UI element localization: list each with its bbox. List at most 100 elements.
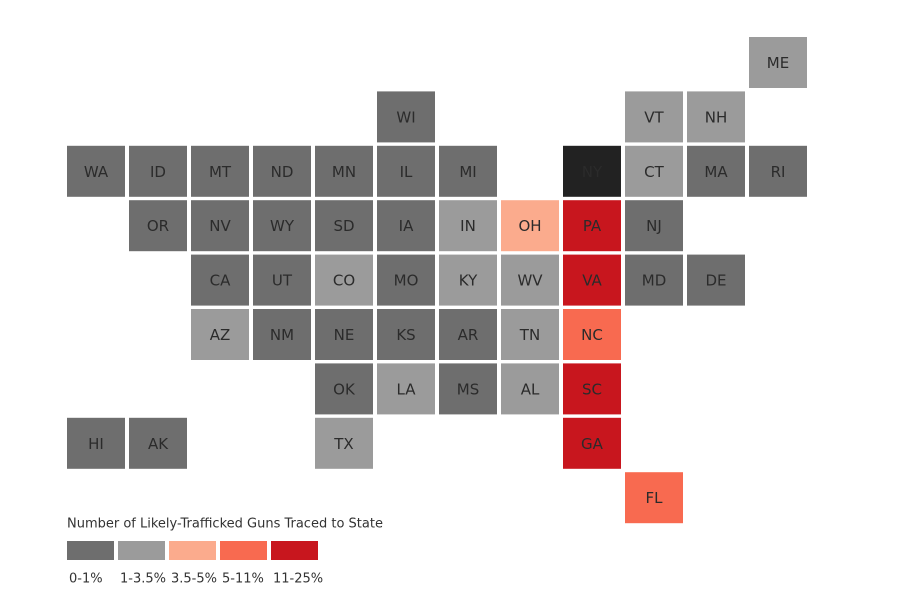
state-label: WI (396, 108, 415, 126)
state-tile (315, 200, 373, 252)
state-tile (563, 363, 621, 415)
state-tile (67, 417, 125, 469)
state-label: IN (460, 217, 476, 235)
state-label: TX (333, 435, 353, 453)
state-label: NJ (646, 217, 662, 235)
state-label: AL (521, 380, 540, 398)
state-label: IL (400, 163, 413, 181)
state-tile (377, 363, 435, 415)
state-tile (191, 309, 249, 360)
state-tile (687, 145, 745, 197)
state-label: DE (705, 272, 726, 290)
state-label: LA (397, 380, 417, 398)
legend-label: 1-3.5% (120, 572, 166, 587)
state-label: MI (459, 163, 476, 181)
state-label: HI (88, 435, 104, 453)
state-tile (439, 254, 497, 306)
state-tile (253, 200, 311, 252)
state-label: NH (705, 108, 728, 126)
state-tile (129, 145, 187, 197)
state-label: OK (333, 380, 356, 398)
state-tile (625, 91, 683, 143)
state-label: MS (457, 380, 479, 398)
state-label: NC (581, 326, 603, 344)
legend-swatch (118, 541, 165, 560)
state-tile (191, 200, 249, 252)
state-label: MA (704, 163, 728, 181)
state-label: AZ (210, 326, 231, 344)
state-tile (563, 417, 621, 469)
state-label: VA (582, 272, 602, 290)
state-tile (563, 309, 621, 360)
state-label: ID (150, 163, 166, 181)
legend-title: Number of Likely-Trafficked Guns Traced … (67, 517, 383, 532)
state-label: CO (333, 272, 355, 290)
state-label: NV (209, 217, 231, 235)
state-tile (563, 254, 621, 306)
state-label: OH (518, 217, 541, 235)
state-tile (67, 145, 125, 197)
state-tile (315, 254, 373, 306)
state-label: CA (210, 272, 231, 290)
state-tile (439, 363, 497, 415)
state-label: GA (581, 435, 604, 453)
state-tile (625, 472, 683, 524)
state-label: SC (582, 380, 602, 398)
state-tile (749, 145, 807, 197)
state-label: ND (271, 163, 294, 181)
legend-swatch (169, 541, 216, 560)
state-tile (563, 145, 621, 197)
state-label: NE (334, 326, 355, 344)
state-tile (377, 309, 435, 360)
state-label: MO (394, 272, 419, 290)
state-tile (315, 145, 373, 197)
state-tile (625, 145, 683, 197)
legend-label: 5-11% (222, 572, 264, 587)
state-tile (377, 200, 435, 252)
state-tile (377, 91, 435, 143)
state-tile (687, 254, 745, 306)
state-tile (749, 37, 807, 88)
state-label: MT (209, 163, 232, 181)
state-tile (625, 254, 683, 306)
state-label: AK (148, 435, 169, 453)
state-label: AR (458, 326, 479, 344)
state-label: WV (517, 272, 543, 290)
state-tile (377, 254, 435, 306)
state-label: WY (270, 217, 295, 235)
state-label: TN (519, 326, 540, 344)
state-label: VT (644, 108, 664, 126)
state-tile (439, 309, 497, 360)
state-label: SD (333, 217, 354, 235)
state-tile (501, 254, 559, 306)
state-label: NY (582, 163, 603, 181)
state-label: OR (147, 217, 169, 235)
state-label: MD (642, 272, 667, 290)
legend-swatch (271, 541, 318, 560)
state-tile (501, 200, 559, 252)
state-tile (439, 200, 497, 252)
state-label: PA (583, 217, 602, 235)
state-label: UT (272, 272, 293, 290)
state-tile (625, 200, 683, 252)
legend-swatch (67, 541, 114, 560)
state-tile (377, 145, 435, 197)
state-label: MN (332, 163, 356, 181)
state-tile (253, 254, 311, 306)
legend-label: 11-25% (273, 572, 323, 587)
state-tile (687, 91, 745, 143)
state-tile (439, 145, 497, 197)
state-label: ME (767, 54, 789, 72)
state-tile (315, 417, 373, 469)
state-tile (501, 363, 559, 415)
state-tile (191, 145, 249, 197)
state-tile (253, 309, 311, 360)
state-tile (191, 254, 249, 306)
state-label: KS (396, 326, 415, 344)
state-label: NM (270, 326, 294, 344)
state-label: KY (459, 272, 478, 290)
state-tile (563, 200, 621, 252)
state-label: RI (771, 163, 786, 181)
state-tile (253, 145, 311, 197)
